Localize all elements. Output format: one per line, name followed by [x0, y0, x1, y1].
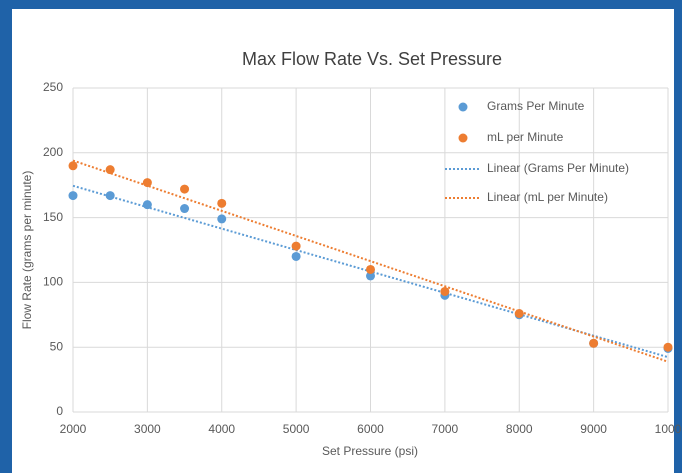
trendline [72, 159, 669, 363]
x-axis-title: Set Pressure (psi) [322, 444, 418, 458]
data-point [105, 165, 115, 175]
x-tick-label: 3000 [134, 422, 161, 436]
x-tick-label: 8000 [506, 422, 533, 436]
data-point [291, 241, 301, 251]
x-tick-label: 4000 [208, 422, 235, 436]
legend-label: Linear (mL per Minute) [487, 190, 608, 204]
data-point [514, 309, 524, 319]
data-point [142, 200, 152, 210]
y-tick-label: 100 [43, 275, 63, 289]
y-tick-label: 250 [43, 80, 63, 94]
legend-label: mL per Minute [487, 130, 564, 144]
data-point [366, 271, 375, 281]
data-point [142, 178, 152, 188]
y-tick-label: 50 [50, 339, 64, 353]
legend-marker [458, 133, 468, 143]
x-tick-label: 9000 [580, 422, 607, 436]
data-point [217, 214, 227, 224]
x-tick-label: 5000 [283, 422, 310, 436]
x-tick-label: 2000 [60, 422, 87, 436]
y-tick-label: 0 [56, 404, 63, 418]
data-point [68, 161, 78, 171]
data-point [291, 251, 301, 261]
data-point [663, 342, 673, 352]
y-tick-label: 150 [43, 210, 63, 224]
data-point [180, 204, 190, 214]
data-point [440, 286, 450, 296]
y-tick-label: 200 [43, 145, 63, 159]
data-point [217, 198, 227, 208]
x-tick-label: 1000 [655, 422, 682, 436]
data-point [180, 184, 190, 194]
legend-marker [458, 102, 468, 112]
chart-title: Max Flow Rate Vs. Set Pressure [242, 49, 502, 69]
y-axis-title: Flow Rate (grams per minute) [20, 171, 34, 330]
legend-label: Grams Per Minute [487, 99, 585, 113]
x-tick-label: 6000 [357, 422, 384, 436]
data-point [68, 191, 78, 201]
legend-label: Linear (Grams Per Minute) [487, 161, 629, 175]
x-tick-label: 7000 [432, 422, 459, 436]
data-point [589, 338, 599, 348]
data-point [105, 191, 115, 201]
data-point [366, 264, 375, 274]
